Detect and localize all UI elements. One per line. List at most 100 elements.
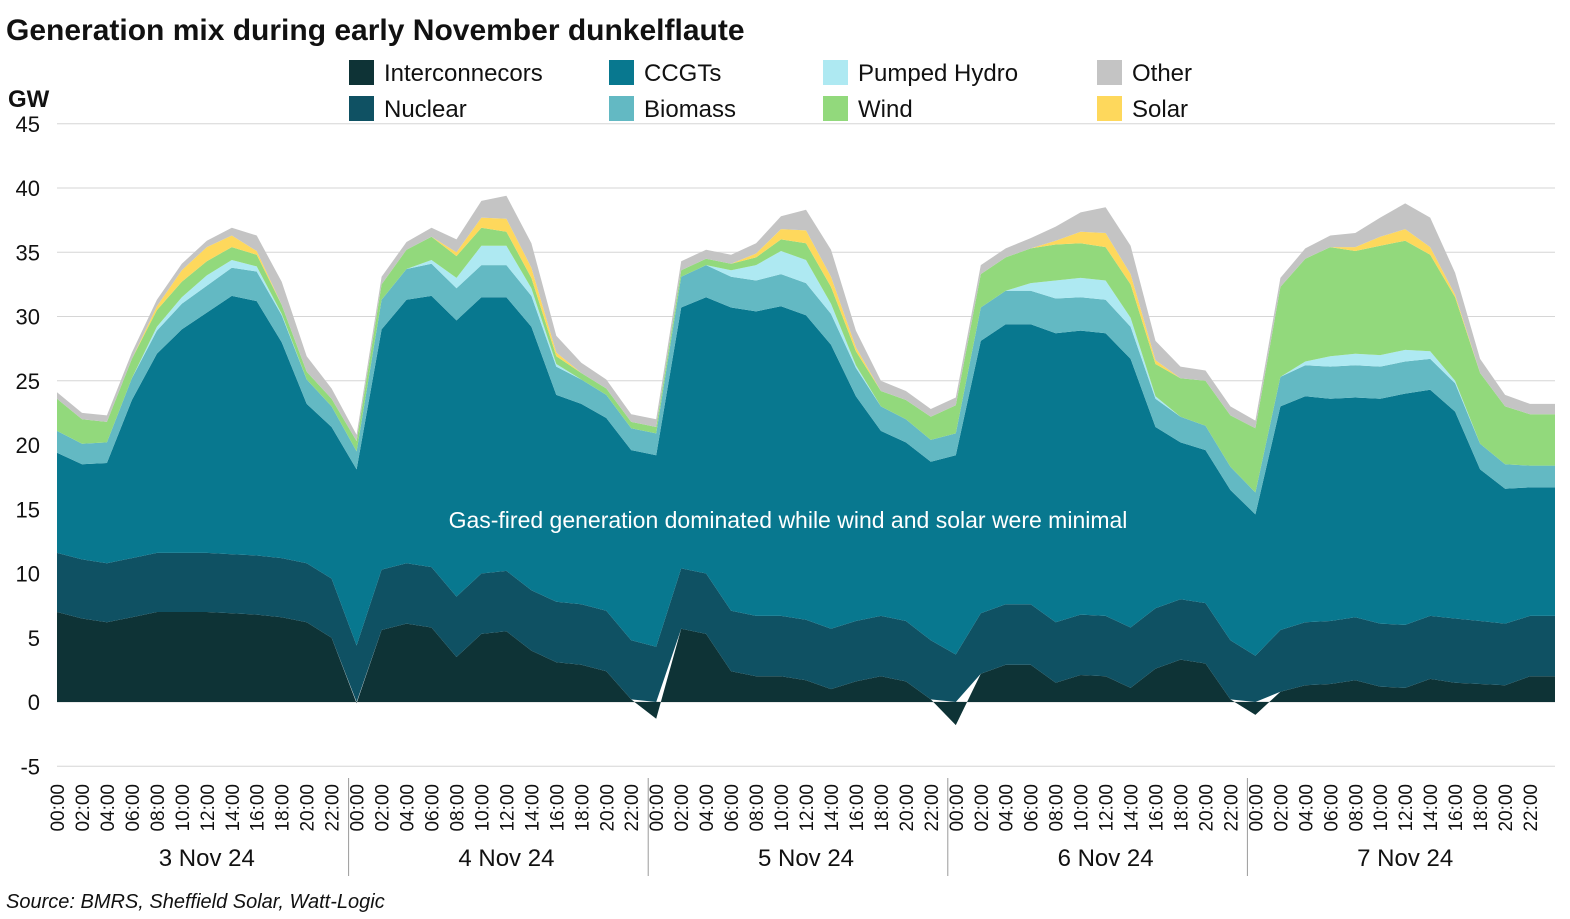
legend-label: Pumped Hydro xyxy=(858,60,1018,87)
x-tick-label: 20:00 xyxy=(298,784,319,832)
day-label: 5 Nov 24 xyxy=(758,845,854,872)
x-tick-label: 22:00 xyxy=(1221,784,1242,832)
legend-label: Solar xyxy=(1132,96,1188,123)
area-wind xyxy=(57,227,1555,493)
chart-title: Generation mix during early November dun… xyxy=(6,14,745,47)
x-tick-label: 06:00 xyxy=(423,784,444,832)
x-tick-label: 12:00 xyxy=(1097,784,1118,832)
y-tick-label: 35 xyxy=(16,240,40,265)
x-tick-label: 02:00 xyxy=(1271,784,1292,832)
x-tick-label: 08:00 xyxy=(448,784,469,832)
x-tick-label: 22:00 xyxy=(622,784,643,832)
x-tick-label: 12:00 xyxy=(797,784,818,832)
legend: Interconnecors CCGTs Pumped Hydro Other Nucl… xyxy=(349,60,1192,123)
x-tick-label: 00:00 xyxy=(348,784,369,832)
x-tick-label: 22:00 xyxy=(323,784,344,832)
x-tick-label: 16:00 xyxy=(847,784,868,832)
legend-swatch xyxy=(823,60,848,85)
x-tick-label: 16:00 xyxy=(547,784,568,832)
x-tick-label: 06:00 xyxy=(1022,784,1043,832)
legend-item-nuclear: Nuclear xyxy=(349,96,467,123)
x-tick-label: 04:00 xyxy=(697,784,718,832)
day-label: 4 Nov 24 xyxy=(458,845,554,872)
x-axis-hour-ticks: 00:00 02:00 04:00 06:00 08:00 10:00 12:00 14:00… xyxy=(48,784,1542,832)
x-tick-label: 02:00 xyxy=(672,784,693,832)
legend-label: Nuclear xyxy=(384,96,467,123)
legend-item-wind: Wind xyxy=(823,96,913,123)
x-tick-label: 00:00 xyxy=(48,784,69,832)
x-tick-label: 22:00 xyxy=(1521,784,1542,832)
x-tick-label: 16:00 xyxy=(1147,784,1168,832)
legend-label: Biomass xyxy=(644,96,736,123)
x-tick-label: 02:00 xyxy=(373,784,394,832)
legend-swatch xyxy=(1097,96,1122,121)
x-tick-label: 18:00 xyxy=(872,784,893,832)
x-tick-label: 18:00 xyxy=(1471,784,1492,832)
x-tick-label: 12:00 xyxy=(497,784,518,832)
x-tick-label: 10:00 xyxy=(173,784,194,832)
x-tick-label: 12:00 xyxy=(198,784,219,832)
area-nuclear xyxy=(57,552,1555,702)
y-axis-unit: GW xyxy=(8,86,50,113)
legend-label: Interconnecors xyxy=(384,60,543,87)
y-tick-label: 10 xyxy=(16,562,40,587)
x-tick-label: 04:00 xyxy=(997,784,1018,832)
x-tick-label: 12:00 xyxy=(1396,784,1417,832)
x-tick-label: 10:00 xyxy=(472,784,493,832)
x-tick-label: 14:00 xyxy=(822,784,843,832)
area-biomass xyxy=(57,263,1555,515)
legend-swatch xyxy=(349,60,374,85)
day-separators xyxy=(348,778,1248,876)
x-tick-label: 00:00 xyxy=(647,784,668,832)
y-tick-label: 30 xyxy=(16,305,40,330)
legend-item-solar: Solar xyxy=(1097,96,1188,123)
day-label: 6 Nov 24 xyxy=(1058,845,1154,872)
y-axis-ticks: -5 0 5 10 15 20 25 30 35 40 45 xyxy=(16,112,40,780)
x-tick-label: 02:00 xyxy=(972,784,993,832)
legend-swatch xyxy=(823,96,848,121)
area-ccgts xyxy=(57,295,1555,656)
legend-swatch xyxy=(1097,60,1122,85)
x-tick-label: 10:00 xyxy=(1072,784,1093,832)
x-tick-label: 20:00 xyxy=(1197,784,1218,832)
x-tick-label: 08:00 xyxy=(1047,784,1068,832)
x-tick-label: 14:00 xyxy=(1122,784,1143,832)
x-tick-label: 06:00 xyxy=(1321,784,1342,832)
area-interconnecors xyxy=(57,612,1555,726)
y-tick-label: 15 xyxy=(16,497,40,522)
x-tick-label: 04:00 xyxy=(398,784,419,832)
legend-swatch xyxy=(609,60,634,85)
x-tick-label: 10:00 xyxy=(772,784,793,832)
legend-swatch xyxy=(349,96,374,121)
x-tick-label: 18:00 xyxy=(273,784,294,832)
y-tick-label: 25 xyxy=(16,369,40,394)
y-tick-label: 5 xyxy=(28,626,40,651)
x-tick-label: 08:00 xyxy=(1346,784,1367,832)
x-tick-label: 06:00 xyxy=(123,784,144,832)
x-tick-label: 14:00 xyxy=(522,784,543,832)
legend-item-biomass: Biomass xyxy=(609,96,736,123)
legend-item-ccgts: CCGTs xyxy=(609,60,721,87)
x-tick-label: 04:00 xyxy=(1296,784,1317,832)
x-axis-day-labels: 3 Nov 24 4 Nov 24 5 Nov 24 6 Nov 24 7 Nov 24 xyxy=(159,845,1453,872)
x-tick-label: 00:00 xyxy=(947,784,968,832)
x-tick-label: 20:00 xyxy=(1496,784,1517,832)
y-tick-label: -5 xyxy=(20,754,40,779)
x-tick-label: 02:00 xyxy=(73,784,94,832)
legend-label: Other xyxy=(1132,60,1192,87)
y-tick-label: 0 xyxy=(28,690,40,715)
x-tick-label: 14:00 xyxy=(223,784,244,832)
x-tick-label: 20:00 xyxy=(897,784,918,832)
x-tick-label: 08:00 xyxy=(148,784,169,832)
y-tick-label: 20 xyxy=(16,433,40,458)
x-tick-label: 06:00 xyxy=(722,784,743,832)
stacked-areas xyxy=(57,195,1555,726)
legend-swatch xyxy=(609,96,634,121)
legend-label: Wind xyxy=(858,96,913,123)
x-tick-label: 10:00 xyxy=(1371,784,1392,832)
legend-item-interconnecors: Interconnecors xyxy=(349,60,543,87)
x-tick-label: 00:00 xyxy=(1246,784,1267,832)
x-tick-label: 08:00 xyxy=(747,784,768,832)
legend-item-other: Other xyxy=(1097,60,1192,87)
